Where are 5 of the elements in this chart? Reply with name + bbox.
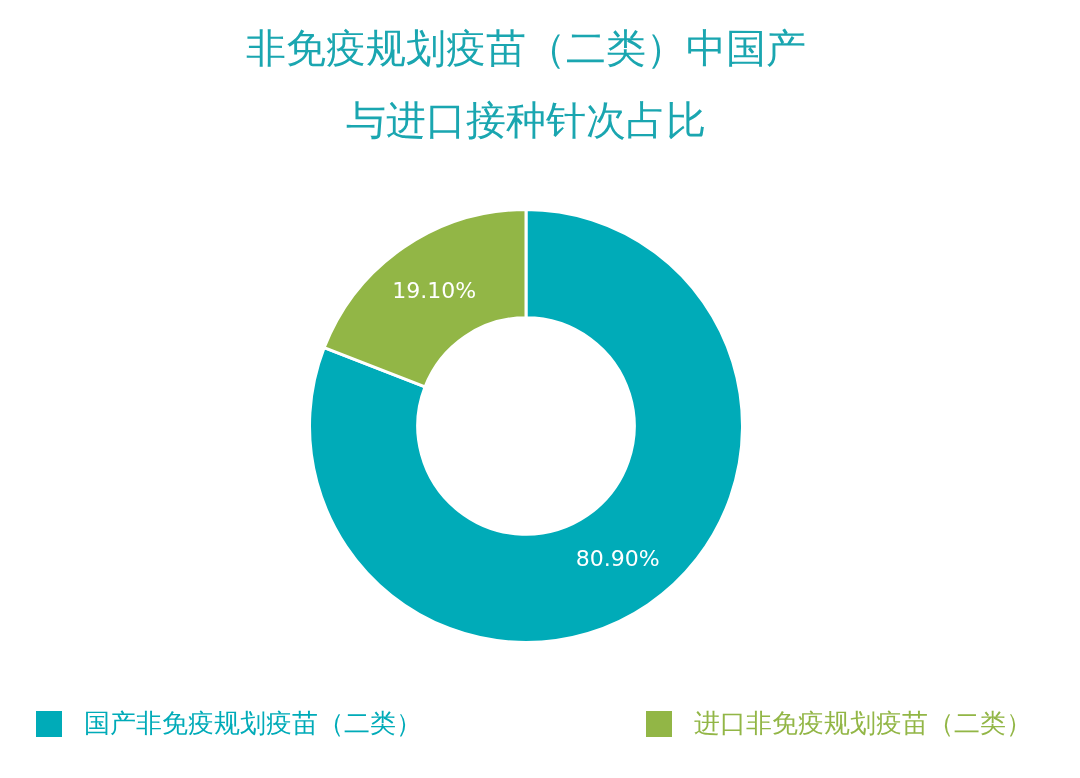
data-label: 80.90% xyxy=(575,545,660,571)
chart-title: 非免疫规划疫苗（二类）中国产与进口接种针次占比 xyxy=(245,24,807,145)
legend-label: 国产非免疫规划疫苗（二类） xyxy=(84,707,422,740)
data-label: 19.10% xyxy=(392,277,477,303)
legend-label: 进口非免疫规划疫苗（二类） xyxy=(694,707,1032,740)
